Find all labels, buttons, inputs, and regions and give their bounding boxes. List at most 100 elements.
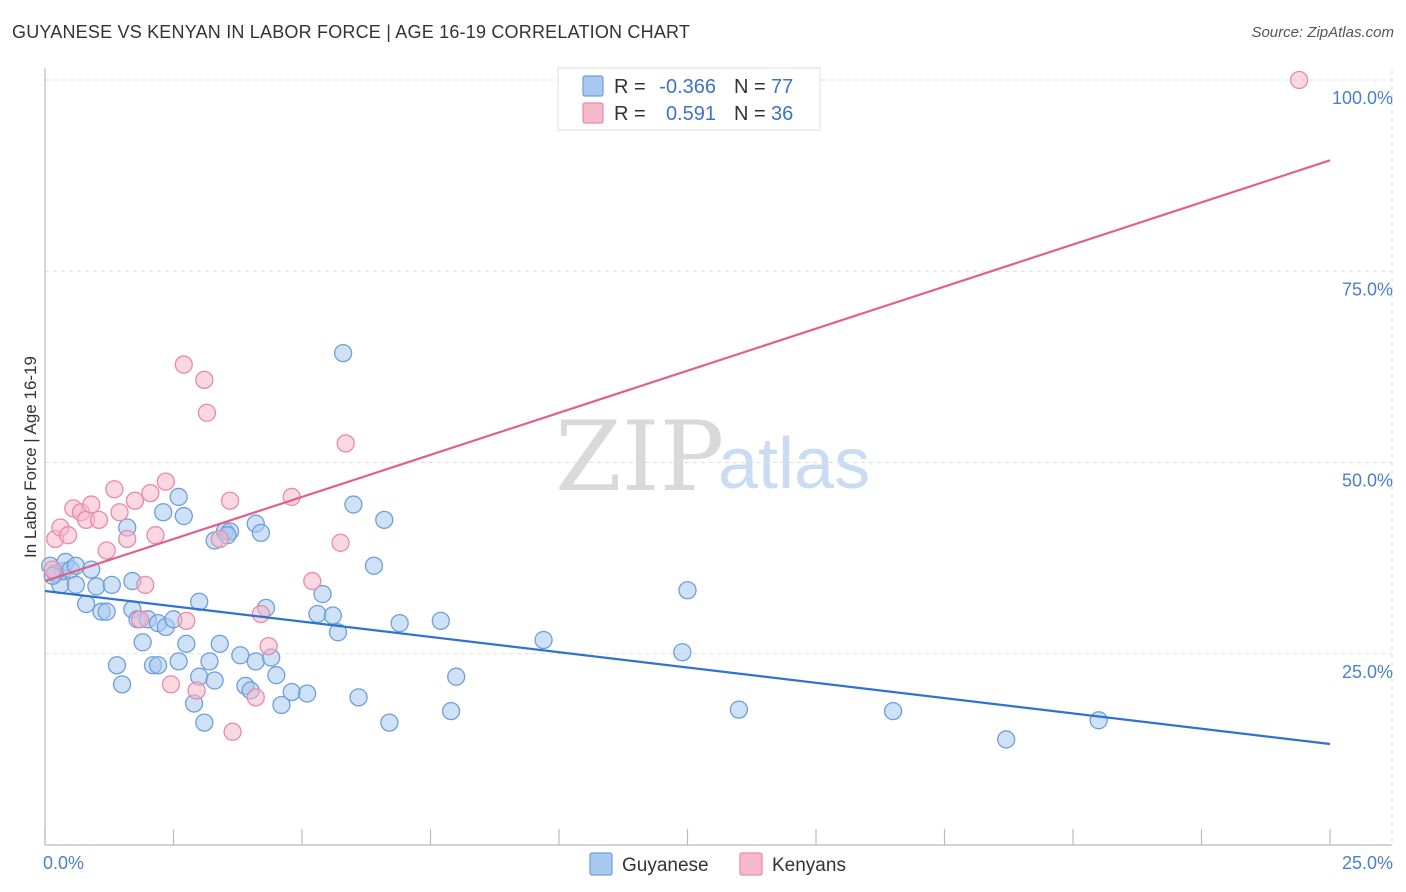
kenyans-point — [118, 529, 137, 549]
kenyans-point — [187, 681, 206, 700]
legend-swatch-kenyans — [582, 102, 604, 124]
guyanese-point — [344, 495, 363, 514]
guyanese-point — [87, 577, 106, 596]
guyanese-point — [251, 523, 271, 543]
stats-legend: R = -0.366 N = 77 R = 0.591 N = 36 — [557, 67, 821, 131]
guyanese-point — [390, 614, 409, 633]
kenyans-point — [136, 575, 155, 595]
guyanese-point — [308, 604, 327, 624]
kenyans-point — [210, 529, 229, 549]
series-kenyans-points — [43, 70, 1309, 741]
legend-r-value-kenyans: 0.591 — [666, 103, 716, 125]
guyanese-point — [231, 646, 250, 665]
kenyans-point — [223, 722, 242, 741]
kenyans-point — [146, 526, 165, 545]
legend-r-label-guyanese: R = — [614, 76, 646, 98]
guyanese-point — [349, 688, 368, 707]
kenyans-point — [174, 355, 193, 374]
x-tick-label-end: 25.0% — [1342, 853, 1393, 873]
legend-swatch-guyanese — [582, 75, 604, 97]
kenyans-point — [177, 611, 196, 631]
watermark-zip: ZIP — [555, 401, 724, 513]
guyanese-point — [997, 730, 1016, 749]
y-axis-label: In Labor Force | Age 16-19 — [21, 356, 40, 558]
kenyans-point — [156, 472, 175, 491]
kenyans-point — [141, 483, 160, 503]
kenyans-point — [110, 503, 129, 522]
guyanese-point — [297, 684, 317, 703]
guyanese-point — [200, 652, 219, 671]
guyanese-point — [133, 633, 152, 652]
legend-r-value-guyanese: -0.366 — [659, 76, 716, 98]
watermark-atlas: atlas — [718, 424, 870, 504]
guyanese-point — [364, 556, 384, 575]
legend-n-value-kenyans: 36 — [771, 103, 793, 125]
kenyans-point — [336, 434, 355, 453]
guyanese-point — [112, 675, 132, 694]
guyanese-point — [205, 671, 224, 690]
bottom-legend-swatch-kenyans — [739, 852, 763, 876]
trend-line-kenyans — [44, 159, 1331, 583]
bottom-legend-label-guyanese: Guyanese — [622, 855, 709, 876]
x-tick-label-start: 0.0% — [43, 853, 84, 873]
guyanese-point — [375, 510, 394, 530]
legend-r-label-kenyans: R = — [614, 103, 646, 125]
guyanese-point — [169, 652, 188, 671]
legend-n-value-guyanese: 77 — [771, 76, 793, 98]
kenyans-point — [105, 480, 124, 499]
kenyans-point — [246, 688, 265, 707]
guyanese-point — [1089, 711, 1108, 730]
kenyans-point — [130, 610, 150, 629]
guyanese-point — [673, 643, 692, 662]
kenyans-point — [82, 495, 101, 514]
guyanese-point — [678, 581, 697, 600]
kenyans-point — [197, 403, 217, 422]
guyanese-point — [380, 713, 399, 732]
legend-n-label-kenyans: N = — [734, 103, 766, 125]
guyanese-point — [729, 700, 749, 719]
bottom-legend-swatch-guyanese — [589, 852, 613, 876]
kenyans-point — [303, 571, 322, 591]
guyanese-point — [210, 634, 229, 653]
trend-lines — [44, 159, 1331, 746]
guyanese-point — [431, 611, 450, 631]
chart-title: GUYANESE VS KENYAN IN LABOR FORCE | AGE … — [12, 22, 691, 42]
guyanese-point — [282, 682, 301, 702]
guyanese-point — [195, 713, 214, 732]
trend-line-guyanese — [44, 589, 1331, 746]
guyanese-point — [313, 584, 332, 604]
kenyans-point — [251, 604, 271, 624]
guyanese-point — [148, 656, 168, 675]
guyanese-point — [534, 630, 553, 650]
kenyans-point — [259, 636, 278, 656]
kenyans-point — [331, 533, 350, 552]
kenyans-point — [195, 370, 214, 390]
guyanese-point — [323, 606, 342, 625]
guyanese-point — [154, 503, 173, 522]
y-tick-label: 25.0% — [1342, 662, 1393, 682]
series-legend: Guyanese Kenyans — [589, 852, 846, 876]
guyanese-point — [177, 634, 196, 653]
kenyans-point — [89, 510, 109, 530]
guyanese-point — [76, 594, 96, 614]
kenyans-point — [58, 526, 78, 545]
guyanese-point — [447, 667, 466, 686]
bottom-legend-label-kenyans: Kenyans — [772, 855, 846, 876]
guyanese-point — [97, 602, 116, 621]
kenyans-point — [97, 541, 116, 560]
legend-n-label-guyanese: N = — [734, 76, 766, 98]
kenyans-point — [161, 675, 181, 694]
kenyans-point — [220, 491, 240, 510]
guyanese-point — [272, 695, 291, 715]
guyanese-point — [174, 506, 193, 526]
guyanese-point — [102, 575, 121, 595]
y-tick-label: 100.0% — [1332, 88, 1393, 108]
tick-labels: 25.0% 50.0% 75.0% 100.0% 0.0% 25.0% — [43, 88, 1393, 873]
guyanese-point — [328, 623, 348, 642]
grid-lines — [45, 70, 1393, 845]
y-tick-label: 75.0% — [1342, 279, 1393, 299]
guyanese-point — [441, 701, 461, 721]
source-credit: Source: ZipAtlas.com — [1251, 24, 1394, 41]
guyanese-point — [883, 701, 903, 721]
